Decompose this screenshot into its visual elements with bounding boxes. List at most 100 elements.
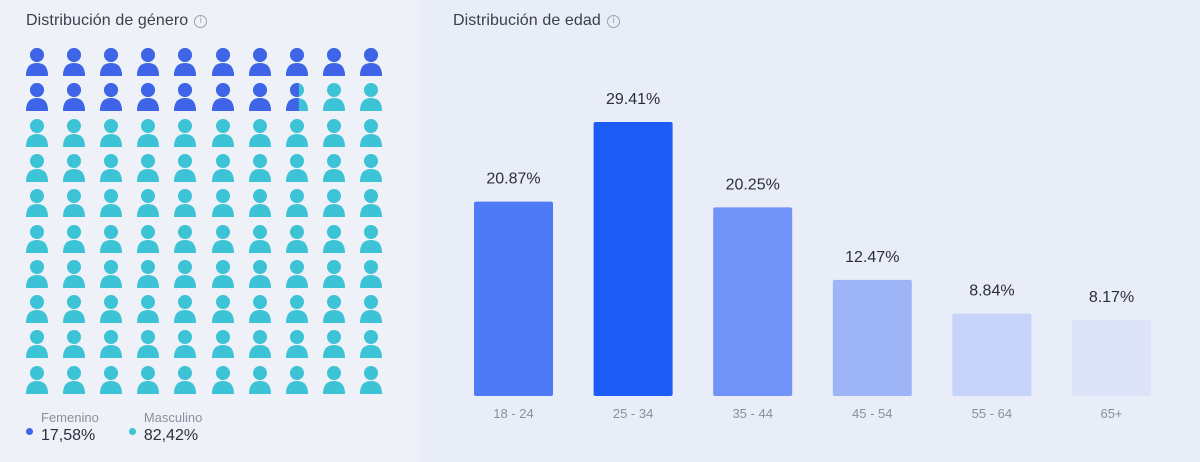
person-icon xyxy=(25,47,49,77)
person-icon xyxy=(99,153,123,183)
person-icon xyxy=(322,47,346,77)
person-icon xyxy=(211,47,235,77)
person-icon xyxy=(322,153,346,183)
person-icon xyxy=(62,118,86,148)
legend-label-masculino: Masculino xyxy=(143,410,203,425)
person-icon xyxy=(285,153,309,183)
legend-value-femenino: 17,58% xyxy=(41,427,96,444)
gender-pictogram xyxy=(25,47,388,399)
person-icon xyxy=(25,188,49,218)
person-icon xyxy=(211,188,235,218)
person-icon xyxy=(359,365,383,395)
legend-label-femenino: Femenino xyxy=(41,410,99,425)
legend-item-masculino: Masculino 82,42% xyxy=(128,410,203,446)
age-panel: Distribución de edad i 20.87% 18 - 24 29.4… xyxy=(420,0,1200,462)
age-bar[interactable] xyxy=(474,201,553,396)
person-icon xyxy=(62,153,86,183)
person-icon xyxy=(359,47,383,77)
person-icon xyxy=(322,188,346,218)
person-icon xyxy=(248,294,272,324)
bar-value-label: 8.84% xyxy=(969,283,1014,300)
bar-value-label: 29.41% xyxy=(606,91,660,108)
person-icon xyxy=(359,188,383,218)
gender-panel: Distribución de género i Femenino 17,58%… xyxy=(0,0,420,462)
person-icon xyxy=(359,118,383,148)
person-icon xyxy=(25,118,49,148)
person-icon xyxy=(285,294,309,324)
x-tick-label: 25 - 34 xyxy=(613,406,653,421)
person-icon xyxy=(99,294,123,324)
person-icon xyxy=(173,153,197,183)
person-icon xyxy=(136,47,160,77)
bar-value-label: 8.17% xyxy=(1089,289,1134,306)
person-icon xyxy=(322,365,346,395)
person-icon xyxy=(285,224,309,254)
person-icon xyxy=(136,188,160,218)
person-icon xyxy=(136,118,160,148)
person-icon xyxy=(136,365,160,395)
person-icon xyxy=(248,188,272,218)
gender-title-text: Distribución de género xyxy=(26,12,189,29)
person-icon xyxy=(25,153,49,183)
person-icon xyxy=(62,82,86,112)
person-icon xyxy=(62,365,86,395)
person-icon xyxy=(322,82,346,112)
person-icon xyxy=(25,224,49,254)
person-icon xyxy=(211,82,235,112)
bar-value-label: 20.87% xyxy=(486,171,540,188)
person-icon xyxy=(99,118,123,148)
age-bar[interactable] xyxy=(952,313,1032,396)
age-bar[interactable] xyxy=(593,122,673,396)
gender-legend: Femenino 17,58% Masculino 82,42% xyxy=(26,410,202,446)
person-icon xyxy=(173,329,197,359)
person-icon xyxy=(62,259,86,289)
person-icon xyxy=(62,329,86,359)
person-icon xyxy=(322,224,346,254)
person-icon xyxy=(322,118,346,148)
age-bar-chart: 20.87% 18 - 24 29.41% 25 - 34 20.25% 35 - 44 1… xyxy=(474,91,1151,421)
person-icon xyxy=(285,259,309,289)
person-icon xyxy=(136,224,160,254)
person-icon xyxy=(359,294,383,324)
person-icon xyxy=(211,259,235,289)
person-icon xyxy=(173,224,197,254)
person-icon xyxy=(285,329,309,359)
x-tick-label: 45 - 54 xyxy=(852,406,892,421)
person-icon xyxy=(248,82,272,112)
person-icon xyxy=(173,259,197,289)
person-icon xyxy=(285,365,309,395)
legend-item-femenino: Femenino 17,58% xyxy=(26,410,99,446)
person-icon xyxy=(248,47,272,77)
person-icon xyxy=(248,118,272,148)
person-icon xyxy=(173,188,197,218)
person-icon xyxy=(62,188,86,218)
person-icon xyxy=(285,118,309,148)
person-icon xyxy=(136,153,160,183)
bar-value-label: 20.25% xyxy=(726,176,780,193)
person-icon xyxy=(248,329,272,359)
person-icon xyxy=(136,329,160,359)
age-bar[interactable] xyxy=(1072,319,1151,396)
x-tick-label: 18 - 24 xyxy=(493,406,533,421)
person-icon xyxy=(25,294,49,324)
person-icon xyxy=(99,365,123,395)
info-icon[interactable]: i xyxy=(194,14,208,28)
person-icon xyxy=(211,153,235,183)
info-icon[interactable]: i xyxy=(606,14,620,28)
person-icon xyxy=(173,118,197,148)
person-icon xyxy=(99,188,123,218)
person-icon xyxy=(62,224,86,254)
age-title: Distribución de edad i xyxy=(453,12,620,30)
person-icon xyxy=(99,47,123,77)
person-icon xyxy=(322,294,346,324)
age-bar[interactable] xyxy=(832,279,912,396)
x-tick-label: 65+ xyxy=(1100,406,1122,421)
person-icon xyxy=(173,365,197,395)
age-bar[interactable] xyxy=(713,207,793,396)
person-icon xyxy=(359,224,383,254)
person-icon xyxy=(25,82,49,112)
person-icon xyxy=(211,329,235,359)
person-icon xyxy=(136,259,160,289)
person-icon xyxy=(62,47,86,77)
person-icon xyxy=(99,82,123,112)
